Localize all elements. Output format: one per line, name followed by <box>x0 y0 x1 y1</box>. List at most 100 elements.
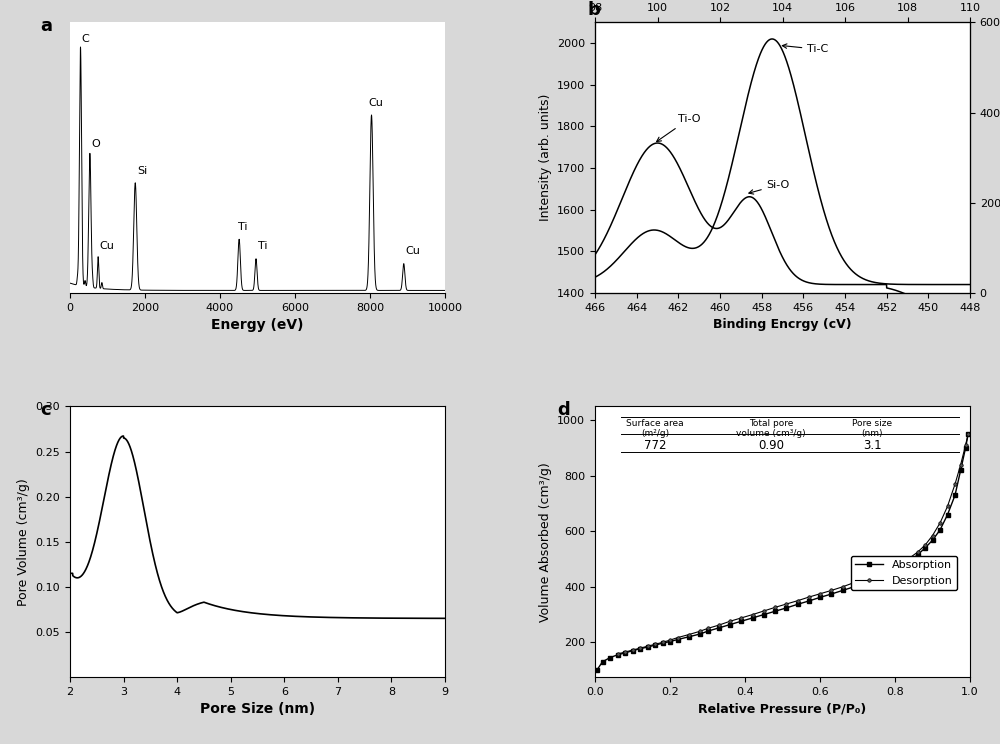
Absorption <box>604 653 616 662</box>
Text: Ti-C: Ti-C <box>782 44 829 54</box>
Desorption <box>656 638 668 647</box>
Absorption <box>904 556 916 565</box>
Desorption <box>836 583 848 591</box>
Text: Si-O: Si-O <box>749 180 790 194</box>
X-axis label: Relative Pressure (P/P₀): Relative Pressure (P/P₀) <box>698 702 867 715</box>
Text: a: a <box>40 17 52 35</box>
Absorption <box>656 638 668 647</box>
Text: 0.90: 0.90 <box>758 439 784 452</box>
Y-axis label: Pore Volume (cm³/g): Pore Volume (cm³/g) <box>17 478 30 606</box>
Absorption <box>825 589 837 598</box>
Desorption <box>612 650 624 658</box>
Absorption <box>634 644 646 653</box>
Text: C: C <box>82 34 89 44</box>
Desorption <box>882 565 894 574</box>
Text: 3.1: 3.1 <box>863 439 882 452</box>
Text: Pore size
(nm): Pore size (nm) <box>852 419 893 438</box>
Text: Cu: Cu <box>405 246 420 256</box>
Text: c: c <box>40 401 51 419</box>
Desorption <box>803 593 815 602</box>
Absorption <box>803 597 815 606</box>
Absorption <box>960 443 972 452</box>
Line: Desorption: Desorption <box>616 432 970 655</box>
Desorption <box>780 600 792 609</box>
Desorption <box>949 480 961 489</box>
Absorption <box>758 610 770 619</box>
Absorption <box>926 536 938 545</box>
Desorption <box>626 646 639 655</box>
Legend: Absorption, Desorption: Absorption, Desorption <box>851 556 957 590</box>
Desorption <box>746 610 759 619</box>
Text: Cu: Cu <box>368 97 383 108</box>
Absorption <box>619 649 631 658</box>
Absorption <box>769 607 781 616</box>
Absorption <box>713 623 725 632</box>
Desorption <box>870 570 882 579</box>
Desorption <box>896 557 908 566</box>
Desorption <box>769 603 781 612</box>
Desorption <box>683 630 695 639</box>
Absorption <box>672 635 684 644</box>
Desorption <box>735 614 747 623</box>
Absorption <box>591 666 603 675</box>
Desorption <box>649 640 661 649</box>
Text: O: O <box>91 139 100 149</box>
Desorption <box>713 620 725 629</box>
Desorption <box>955 461 967 469</box>
Absorption <box>836 586 848 595</box>
Text: Ti-O: Ti-O <box>657 115 700 141</box>
Absorption <box>919 544 931 553</box>
Desorption <box>904 554 916 562</box>
Desorption <box>642 642 654 651</box>
Absorption <box>735 617 747 626</box>
Desorption <box>859 574 871 583</box>
Absorption <box>912 551 924 559</box>
Text: Ti: Ti <box>258 242 267 251</box>
Text: Cu: Cu <box>100 242 114 251</box>
X-axis label: Energy (eV): Energy (eV) <box>211 318 304 332</box>
Absorption <box>683 632 695 641</box>
Text: Total pore
volume (cm³/g): Total pore volume (cm³/g) <box>736 419 806 438</box>
Absorption <box>642 643 654 652</box>
Absorption <box>724 620 736 629</box>
Text: d: d <box>558 401 570 419</box>
Desorption <box>672 633 684 642</box>
Desorption <box>912 548 924 557</box>
Absorption <box>746 614 759 623</box>
Absorption <box>596 657 608 666</box>
Desorption <box>702 624 714 633</box>
Absorption <box>649 641 661 650</box>
Desorption <box>962 430 974 439</box>
Desorption <box>848 578 860 587</box>
Absorption <box>792 600 804 609</box>
Absorption <box>780 603 792 612</box>
Y-axis label: Intensity (arb. units): Intensity (arb. units) <box>539 94 552 221</box>
Absorption <box>962 430 974 439</box>
Absorption <box>664 637 676 646</box>
X-axis label: Pore Size (nm): Pore Size (nm) <box>200 702 315 716</box>
Text: b: b <box>588 1 600 19</box>
Desorption <box>634 644 646 652</box>
Desorption <box>694 626 706 635</box>
Desorption <box>934 519 946 527</box>
Desorption <box>792 596 804 605</box>
Text: Ti: Ti <box>238 222 248 232</box>
Absorption <box>889 565 901 574</box>
Absorption <box>626 647 639 655</box>
Text: Si: Si <box>137 166 147 176</box>
Absorption <box>942 510 954 519</box>
Absorption <box>870 574 882 583</box>
Text: Surface area
(m²/g): Surface area (m²/g) <box>626 419 684 438</box>
Absorption <box>934 525 946 534</box>
Absorption <box>848 583 860 591</box>
Absorption <box>814 593 826 602</box>
Y-axis label: Volume Absorbed (cm³/g): Volume Absorbed (cm³/g) <box>539 462 552 622</box>
Absorption <box>955 466 967 475</box>
Desorption <box>960 441 972 450</box>
Desorption <box>942 502 954 511</box>
Absorption <box>694 629 706 638</box>
Absorption <box>896 562 908 571</box>
Desorption <box>758 606 770 615</box>
Desorption <box>664 635 676 644</box>
Desorption <box>825 586 837 595</box>
